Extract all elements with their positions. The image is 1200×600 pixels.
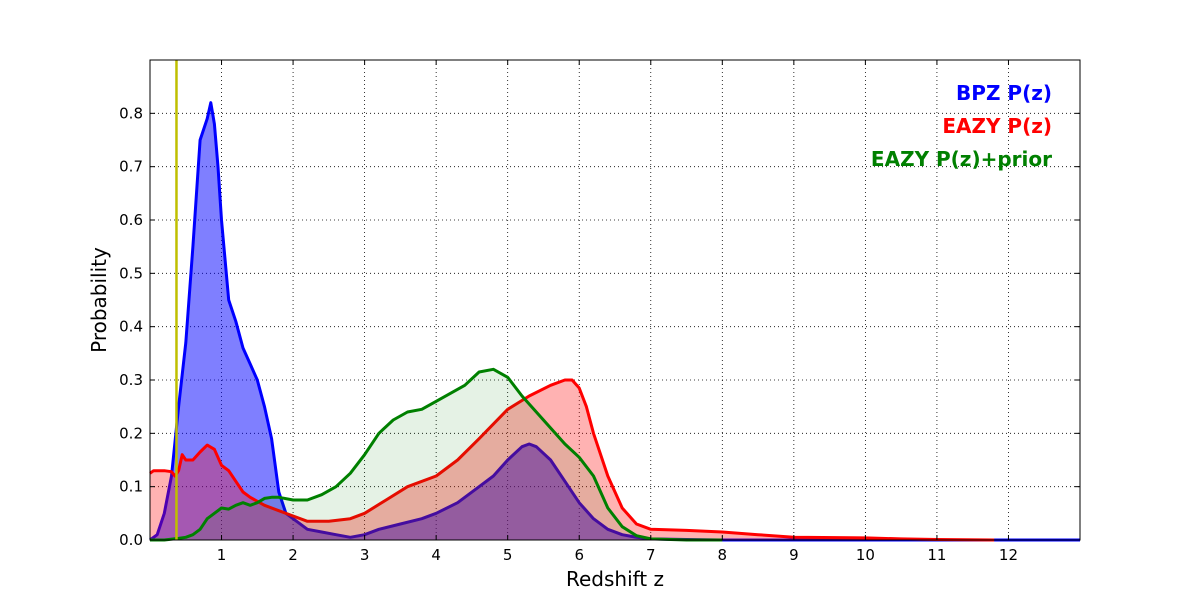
grid (150, 60, 1080, 541)
series-layer (149, 101, 1080, 542)
y-tick-label: 0.8 (119, 104, 143, 122)
x-tick-label: 9 (789, 546, 799, 564)
y-tick-label: 0.5 (119, 264, 143, 282)
x-tick-label: 2 (288, 546, 298, 564)
y-tick-label: 0.0 (119, 531, 143, 549)
x-tick-label: 6 (574, 546, 584, 564)
x-tick-label: 5 (503, 546, 513, 564)
plot-frame (149, 59, 1081, 541)
x-tick-label: 10 (856, 546, 875, 564)
series-area-eazy-p-z (150, 380, 995, 540)
x-tick-label: 8 (718, 546, 728, 564)
y-tick-label: 0.6 (119, 211, 143, 229)
series-area-eazy-p-z-prior (150, 369, 723, 540)
x-tick-label: 12 (999, 546, 1018, 564)
series-line-bpz-p-z (149, 101, 1080, 542)
y-tick-label: 0.3 (119, 371, 143, 389)
y-tick-label: 0.7 (119, 158, 143, 176)
x-tick-label: 3 (360, 546, 370, 564)
legend: BPZ P(z) EAZY P(z) EAZY P(z)+prior (871, 81, 1052, 171)
ticks: 1 2 3 4 5 6 7 8 9 10 11 120.00.10.20.30.40.50.60.70… (119, 60, 1080, 564)
x-tick-label: 7 (646, 546, 656, 564)
series-line-eazy-p-z-prior (150, 367, 723, 542)
x-tick-label: 1 (217, 546, 227, 564)
x-tick-label: 4 (431, 546, 441, 564)
legend-entry-eazy-p-z: EAZY P(z) (942, 114, 1052, 138)
y-tick-label: 0.2 (119, 424, 143, 442)
legend-entry-eazy-p-z-prior: EAZY P(z)+prior (871, 147, 1052, 171)
y-tick-label: 0.1 (119, 478, 143, 496)
x-tick-label: 11 (927, 546, 946, 564)
series-line-eazy-p-z (149, 378, 995, 542)
series-area-bpz-p-z (150, 102, 1080, 540)
legend-entry-bpz-p-z: BPZ P(z) (956, 81, 1052, 105)
y-axis-label: Probability (87, 247, 111, 353)
x-axis-label: Redshift z (566, 567, 664, 591)
y-tick-label: 0.4 (119, 318, 143, 336)
